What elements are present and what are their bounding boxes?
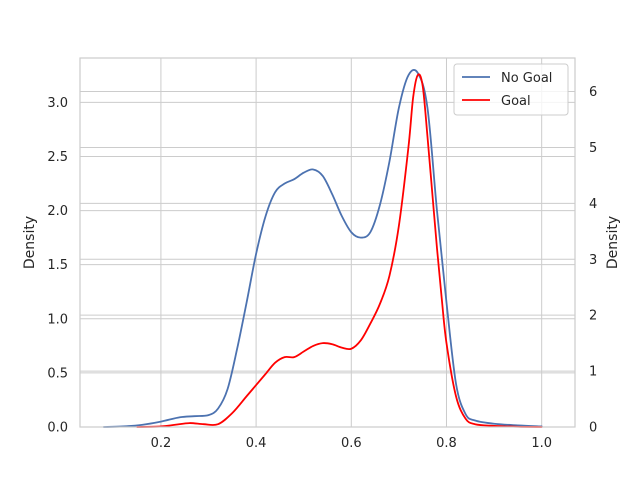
y-right-tick-label: 1 (589, 365, 597, 380)
y-left-tick-label: 2.0 (47, 204, 68, 219)
series-layer (102, 69, 543, 428)
y-left-tick-label: 2.5 (47, 150, 68, 165)
y-axis-label-right: Density (605, 216, 621, 269)
spines (79, 57, 576, 428)
y-right-tick-label: 2 (589, 309, 597, 324)
legend: No Goal Goal (453, 63, 569, 116)
y-right-tick-label: 0 (589, 421, 597, 436)
ticks: 0.2 0.4 0.6 0.8 1.0 0.0 0.5 1.0 1.5 2.0 2.5 3.0 0 1 2 3… (47, 85, 597, 451)
x-tick-label: 0.2 (151, 436, 172, 451)
y-right-tick-label: 4 (589, 197, 597, 212)
series-line-no-goal (102, 69, 543, 428)
y-right-tick-label: 6 (589, 85, 597, 100)
y-left-tick-label: 0.0 (47, 421, 68, 436)
legend-label-no-goal: No Goal (501, 71, 552, 86)
y-right-tick-label: 5 (589, 141, 597, 156)
y-left-tick-label: 3.0 (47, 96, 68, 111)
plot-area (80, 58, 575, 427)
series-line-goal (136, 73, 543, 428)
x-tick-label: 0.4 (246, 436, 267, 451)
axes-frame (79, 57, 576, 428)
y-right-tick-label: 3 (589, 253, 597, 268)
x-tick-label: 0.8 (436, 436, 457, 451)
y-left-tick-label: 1.5 (47, 258, 68, 273)
x-tick-label: 0.6 (341, 436, 362, 451)
y-axis-label-left: Density (22, 216, 38, 269)
legend-label-goal: Goal (501, 94, 531, 109)
y-left-tick-label: 0.5 (47, 366, 68, 381)
y-left-tick-label: 1.0 (47, 312, 68, 327)
x-tick-label: 1.0 (531, 436, 552, 451)
